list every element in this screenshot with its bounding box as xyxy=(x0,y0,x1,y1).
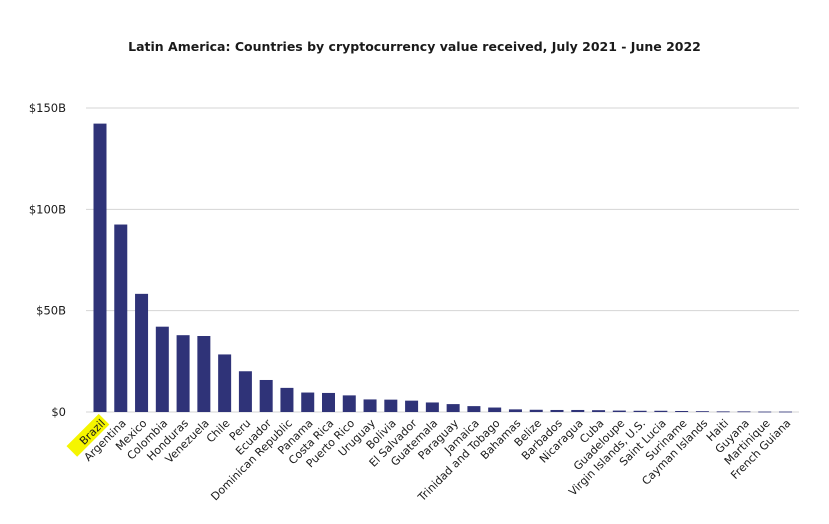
chart-title: Latin America: Countries by cryptocurren… xyxy=(128,39,701,54)
bar xyxy=(93,123,107,413)
x-axis-tick-labels: BrazilArgentinaMexicoColombiaHondurasVen… xyxy=(66,413,793,505)
bar xyxy=(301,392,315,412)
bar xyxy=(654,410,668,412)
x-tick-label: Chile xyxy=(204,417,233,446)
bar xyxy=(508,409,522,412)
bar xyxy=(695,411,709,412)
bar xyxy=(176,335,190,412)
bar xyxy=(322,392,335,412)
bar xyxy=(633,410,647,412)
bar xyxy=(716,411,730,413)
bar xyxy=(446,404,460,412)
bar xyxy=(363,399,377,412)
bar xyxy=(197,336,211,412)
bar xyxy=(612,410,626,412)
y-tick-label: $100B xyxy=(29,202,66,216)
bar xyxy=(737,411,751,413)
bar xyxy=(155,326,169,412)
bar xyxy=(342,395,356,412)
y-tick-label: $0 xyxy=(51,405,66,419)
highlight-marker xyxy=(66,413,110,457)
bar xyxy=(592,410,606,412)
bars xyxy=(93,123,792,413)
bar xyxy=(114,224,128,412)
x-tick-label-text: Chile xyxy=(204,417,233,446)
gridlines xyxy=(86,107,799,413)
y-tick-label: $150B xyxy=(29,101,66,115)
bar xyxy=(238,371,252,412)
y-tick-label: $50B xyxy=(36,304,66,318)
bar xyxy=(259,379,273,412)
bar xyxy=(550,409,564,412)
bar xyxy=(280,387,294,412)
bar xyxy=(425,402,439,412)
y-axis-tick-labels: $0 $50B $100B $150B xyxy=(29,101,66,419)
bar xyxy=(135,293,149,412)
bar xyxy=(779,411,792,413)
bar xyxy=(675,410,689,412)
bar xyxy=(529,409,543,412)
bar xyxy=(405,400,419,412)
bar xyxy=(467,406,481,412)
bar xyxy=(384,399,398,412)
bar xyxy=(488,407,502,412)
bar xyxy=(758,411,772,413)
bar xyxy=(218,354,232,412)
bar xyxy=(571,409,585,412)
